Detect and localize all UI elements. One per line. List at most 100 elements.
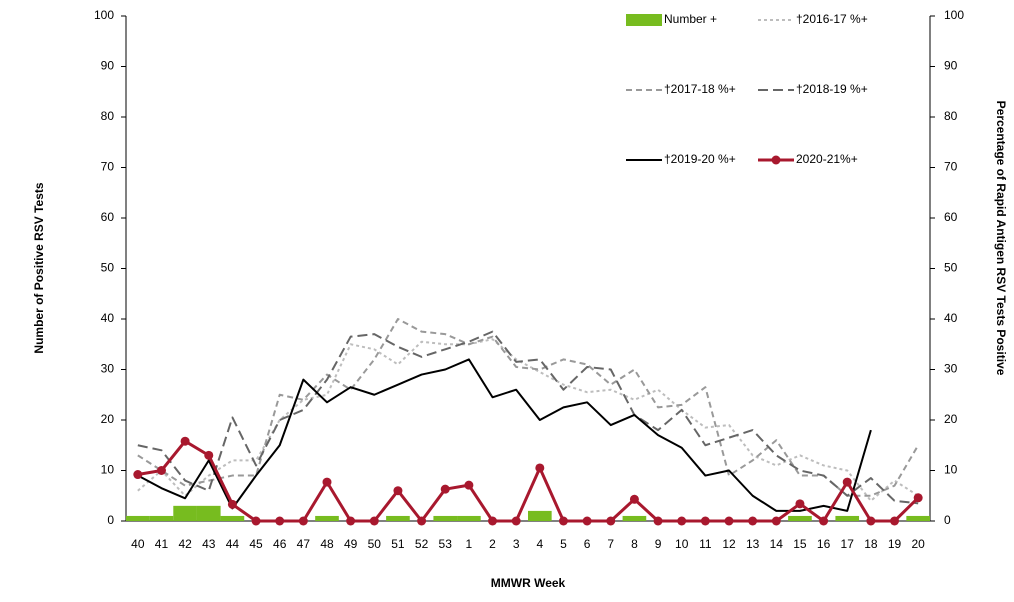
series-line (137, 330, 919, 505)
point (298, 516, 308, 526)
x-tick-label: 8 (631, 537, 638, 551)
y2-tick-label: 100 (944, 8, 964, 22)
point (251, 516, 261, 526)
y2-tick-label: 0 (944, 513, 951, 527)
point (464, 480, 474, 490)
bar (906, 515, 930, 521)
bar (622, 515, 647, 521)
point (866, 516, 876, 526)
x-tick-label: 19 (888, 537, 902, 551)
x-tick-label: 20 (911, 537, 925, 551)
point (417, 516, 427, 526)
x-tick-label: 14 (770, 537, 784, 551)
x-tick-label: 18 (864, 537, 878, 551)
point (180, 436, 190, 446)
x-tick-label: 6 (584, 537, 591, 551)
point (748, 516, 758, 526)
point (227, 499, 237, 509)
x-tick-label: 2 (489, 537, 496, 551)
x-tick-label: 10 (675, 537, 689, 551)
y-axis-label: Number of Positive RSV Tests (32, 182, 46, 353)
point (771, 516, 781, 526)
x-tick-label: 44 (226, 537, 240, 551)
y-tick-label: 20 (101, 412, 115, 426)
point (724, 516, 734, 526)
bar (457, 515, 481, 521)
point (913, 493, 923, 503)
y-tick-label: 0 (107, 513, 114, 527)
bar (126, 515, 150, 521)
point (558, 516, 568, 526)
bar (386, 515, 410, 521)
series-line (137, 358, 872, 512)
point (369, 516, 379, 526)
x-tick-label: 50 (368, 537, 382, 551)
legend-swatch (626, 14, 662, 26)
y-tick-label: 60 (101, 210, 115, 224)
bar (315, 515, 339, 521)
y-tick-label: 70 (101, 160, 115, 174)
x-tick-label: 48 (320, 537, 334, 551)
x-tick-label: 1 (466, 537, 473, 551)
y2-tick-label: 90 (944, 59, 958, 73)
bar (835, 515, 860, 521)
point (346, 516, 356, 526)
y2-axis-label: Percentage of Rapid Antigen RSV Tests Po… (994, 101, 1008, 376)
legend-label: Number + (664, 12, 717, 26)
y2-tick-label: 70 (944, 160, 958, 174)
x-tick-label: 15 (793, 537, 807, 551)
y-tick-label: 100 (94, 8, 114, 22)
y2-tick-label: 20 (944, 412, 958, 426)
y-tick-label: 90 (101, 59, 115, 73)
bar (149, 515, 174, 521)
point (322, 477, 332, 487)
point (653, 516, 663, 526)
point (700, 516, 710, 526)
point (133, 470, 143, 480)
x-tick-label: 42 (178, 537, 192, 551)
x-tick-label: 45 (249, 537, 263, 551)
point (393, 486, 403, 496)
legend-marker (771, 155, 781, 165)
series-line (137, 439, 920, 523)
bar (173, 505, 197, 521)
x-tick-label: 11 (699, 537, 712, 551)
x-tick-label: 7 (607, 537, 614, 551)
y2-tick-label: 40 (944, 311, 958, 325)
x-tick-label: 9 (655, 537, 662, 551)
x-tick-label: 46 (273, 537, 287, 551)
y2-tick-label: 80 (944, 109, 958, 123)
x-tick-label: 12 (722, 537, 736, 551)
point (890, 516, 900, 526)
x-tick-label: 13 (746, 537, 760, 551)
bar (196, 505, 221, 521)
bar (220, 515, 245, 521)
x-tick-label: 51 (391, 537, 405, 551)
point (842, 477, 852, 487)
x-tick-label: 17 (841, 537, 855, 551)
point (819, 516, 829, 526)
y2-tick-label: 50 (944, 261, 958, 275)
y-tick-label: 10 (101, 463, 115, 477)
y-tick-label: 30 (101, 362, 115, 376)
point (629, 494, 639, 504)
bar (788, 515, 812, 521)
point (795, 499, 805, 509)
point (204, 450, 214, 460)
point (535, 463, 545, 473)
legend-label: 2020-21%+ (796, 152, 858, 166)
x-tick-label: 49 (344, 537, 358, 551)
point (677, 516, 687, 526)
series-line (137, 318, 920, 497)
x-tick-label: 43 (202, 537, 216, 551)
legend-label: †2019-20 %+ (664, 152, 736, 166)
point (582, 516, 592, 526)
point (511, 516, 521, 526)
x-tick-label: 47 (297, 537, 311, 551)
legend-label: †2016-17 %+ (796, 12, 868, 26)
x-tick-label: 40 (131, 537, 145, 551)
bar (433, 515, 458, 521)
point (275, 516, 285, 526)
y2-tick-label: 30 (944, 362, 958, 376)
x-tick-label: 5 (560, 537, 567, 551)
